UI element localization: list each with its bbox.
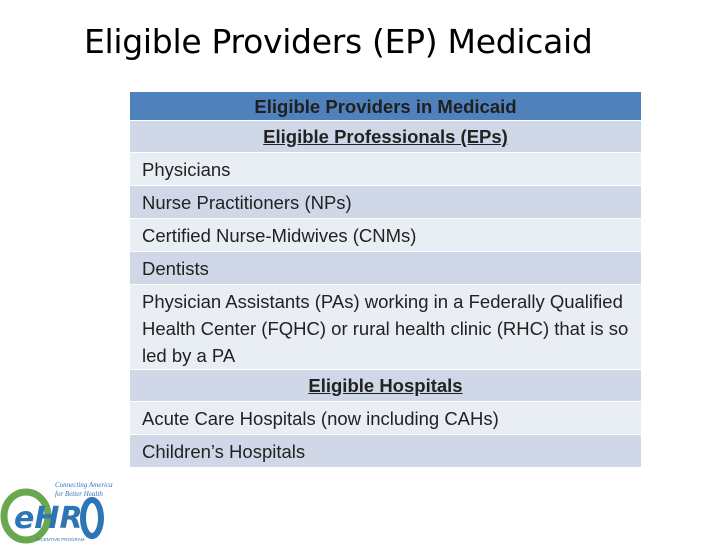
logo-wordmark: eHR (14, 501, 83, 536)
table-header: Eligible Providers in Medicaid (130, 92, 641, 121)
row-acute-care-hospitals: Acute Care Hospitals (now including CAHs… (130, 402, 641, 435)
logo-green-swoosh (0, 488, 52, 544)
logo-tagline-1: Connecting America (55, 481, 113, 489)
logo-subtext: INCENTIVE PROGRAM (36, 537, 85, 542)
row-physician-assistants: Physician Assistants (PAs) working in a … (130, 285, 641, 370)
eligible-providers-table: Eligible Providers in Medicaid Eligible … (130, 92, 641, 468)
row-nurse-midwives: Certified Nurse-Midwives (CNMs) (130, 219, 641, 252)
ehr-incentive-program-logo: Connecting America for Better Health eHR… (0, 481, 113, 544)
row-physicians: Physicians (130, 153, 641, 186)
logo-tagline-2: for Better Health (55, 490, 103, 498)
row-nurse-practitioners: Nurse Practitioners (NPs) (130, 186, 641, 219)
section-eligible-professionals: Eligible Professionals (EPs) (130, 121, 641, 153)
row-dentists: Dentists (130, 252, 641, 285)
slide-title: Eligible Providers (EP) Medicaid (84, 22, 593, 61)
section-eligible-hospitals: Eligible Hospitals (130, 370, 641, 402)
logo-blue-swoosh (80, 497, 104, 539)
row-childrens-hospitals: Children’s Hospitals (130, 435, 641, 468)
